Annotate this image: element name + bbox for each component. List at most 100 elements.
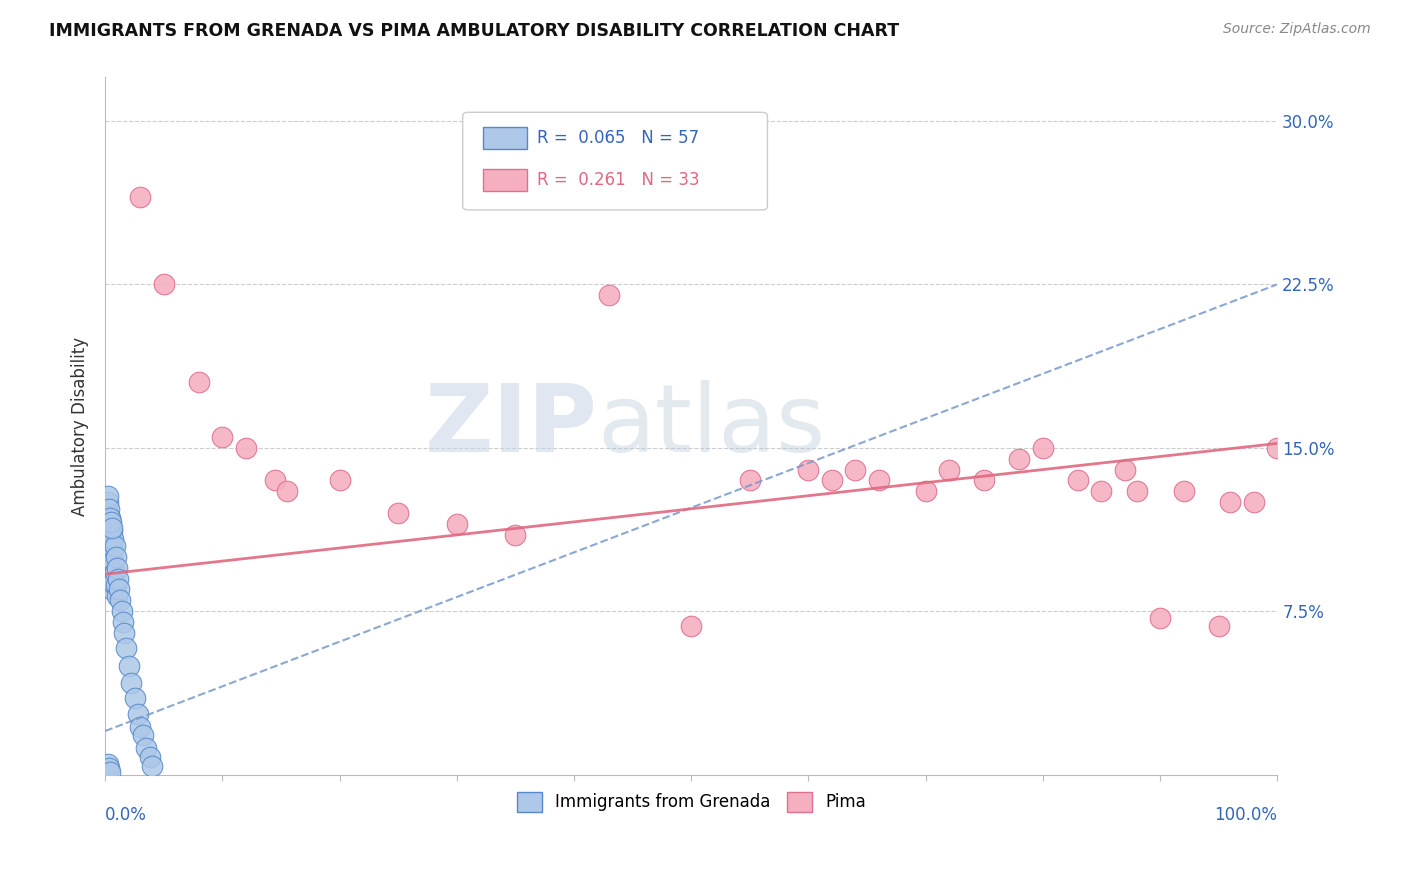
Point	[127, 706, 149, 721]
Point	[115, 641, 138, 656]
Point	[120, 676, 142, 690]
Point	[1125, 484, 1147, 499]
Point	[100, 534, 122, 549]
Point	[97, 560, 120, 574]
Point	[111, 615, 134, 629]
Point	[103, 575, 125, 590]
Point	[100, 519, 122, 533]
Point	[97, 549, 120, 564]
Point	[96, 495, 118, 509]
Point	[1243, 495, 1265, 509]
Point	[1090, 484, 1112, 499]
Point	[1008, 451, 1031, 466]
Point	[235, 441, 257, 455]
Point	[797, 462, 820, 476]
Point	[103, 554, 125, 568]
Point	[101, 541, 124, 555]
Point	[844, 462, 866, 476]
Point	[914, 484, 936, 499]
Point	[96, 516, 118, 531]
Point	[97, 524, 120, 538]
Point	[598, 288, 620, 302]
Point	[108, 582, 131, 597]
Text: R =  0.261   N = 33: R = 0.261 N = 33	[537, 171, 699, 189]
Point	[101, 521, 124, 535]
Point	[97, 510, 120, 524]
Point	[1208, 619, 1230, 633]
Point	[124, 691, 146, 706]
Point	[105, 560, 128, 574]
Point	[98, 558, 121, 573]
Point	[141, 759, 163, 773]
Point	[101, 560, 124, 574]
Point	[973, 474, 995, 488]
Point	[97, 501, 120, 516]
Text: IMMIGRANTS FROM GRENADA VS PIMA AMBULATORY DISABILITY CORRELATION CHART: IMMIGRANTS FROM GRENADA VS PIMA AMBULATO…	[49, 22, 900, 40]
Point	[1032, 441, 1054, 455]
FancyBboxPatch shape	[482, 127, 527, 149]
Point	[821, 474, 844, 488]
Point	[868, 474, 890, 488]
Point	[100, 567, 122, 582]
Point	[188, 376, 211, 390]
Point	[938, 462, 960, 476]
Point	[100, 549, 122, 564]
Point	[101, 524, 124, 538]
Legend: Immigrants from Grenada, Pima: Immigrants from Grenada, Pima	[510, 785, 873, 819]
Point	[112, 626, 135, 640]
Point	[103, 533, 125, 547]
Point	[98, 765, 121, 780]
Point	[1149, 611, 1171, 625]
Point	[96, 528, 118, 542]
Point	[105, 589, 128, 603]
Point	[329, 474, 352, 488]
Text: atlas: atlas	[598, 380, 825, 472]
Point	[129, 190, 152, 204]
Point	[153, 277, 176, 292]
Point	[129, 720, 152, 734]
Point	[103, 539, 125, 553]
Point	[1067, 474, 1090, 488]
Point	[98, 515, 121, 529]
Point	[132, 728, 155, 742]
Point	[1265, 441, 1288, 455]
Point	[211, 430, 233, 444]
Point	[276, 484, 298, 499]
Point	[110, 593, 132, 607]
Point	[97, 572, 120, 586]
Point	[738, 474, 761, 488]
Point	[111, 604, 134, 618]
FancyBboxPatch shape	[463, 112, 768, 210]
Point	[100, 515, 122, 529]
Point	[96, 539, 118, 553]
Point	[135, 741, 157, 756]
Point	[104, 549, 127, 564]
Point	[104, 578, 127, 592]
Text: 0.0%: 0.0%	[105, 806, 148, 824]
Point	[1219, 495, 1241, 509]
Point	[264, 474, 287, 488]
Point	[97, 761, 120, 775]
Point	[107, 572, 129, 586]
Point	[98, 575, 121, 590]
Point	[98, 528, 121, 542]
Point	[505, 528, 527, 542]
Text: 100.0%: 100.0%	[1215, 806, 1277, 824]
Y-axis label: Ambulatory Disability: Ambulatory Disability	[72, 336, 89, 516]
Point	[97, 533, 120, 547]
FancyBboxPatch shape	[482, 169, 527, 191]
Point	[681, 619, 703, 633]
Text: R =  0.065   N = 57: R = 0.065 N = 57	[537, 129, 699, 147]
Point	[100, 582, 122, 597]
Point	[1114, 462, 1136, 476]
Text: Source: ZipAtlas.com: Source: ZipAtlas.com	[1223, 22, 1371, 37]
Point	[1173, 484, 1195, 499]
Point	[98, 543, 121, 558]
Point	[96, 489, 118, 503]
Point	[139, 750, 162, 764]
Point	[387, 506, 409, 520]
Point	[98, 510, 121, 524]
Point	[96, 756, 118, 771]
Point	[118, 658, 141, 673]
Point	[96, 506, 118, 520]
